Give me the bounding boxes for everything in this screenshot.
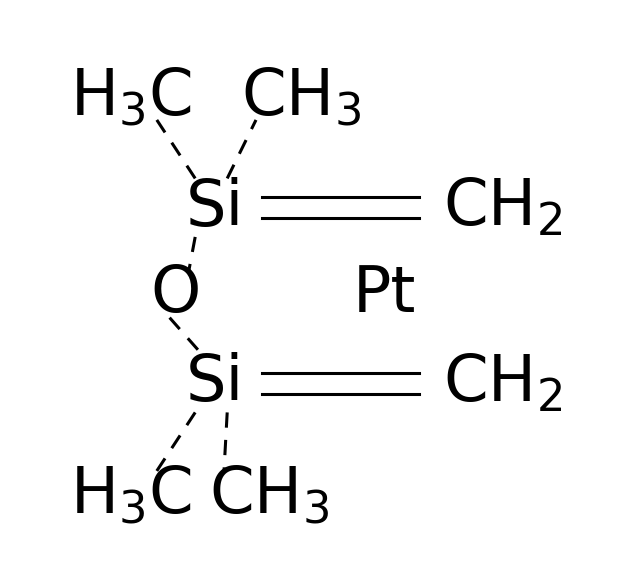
Text: H$_3$C: H$_3$C [70,463,192,526]
Text: O: O [151,263,201,325]
Text: CH$_3$: CH$_3$ [209,463,329,526]
Text: Pt: Pt [352,263,416,325]
Text: Si: Si [185,177,244,239]
Text: Si: Si [185,352,244,414]
Text: CH$_2$: CH$_2$ [443,352,562,414]
Text: H$_3$C: H$_3$C [70,65,192,128]
Text: CH$_2$: CH$_2$ [443,177,562,239]
Text: CH$_3$: CH$_3$ [241,65,361,128]
